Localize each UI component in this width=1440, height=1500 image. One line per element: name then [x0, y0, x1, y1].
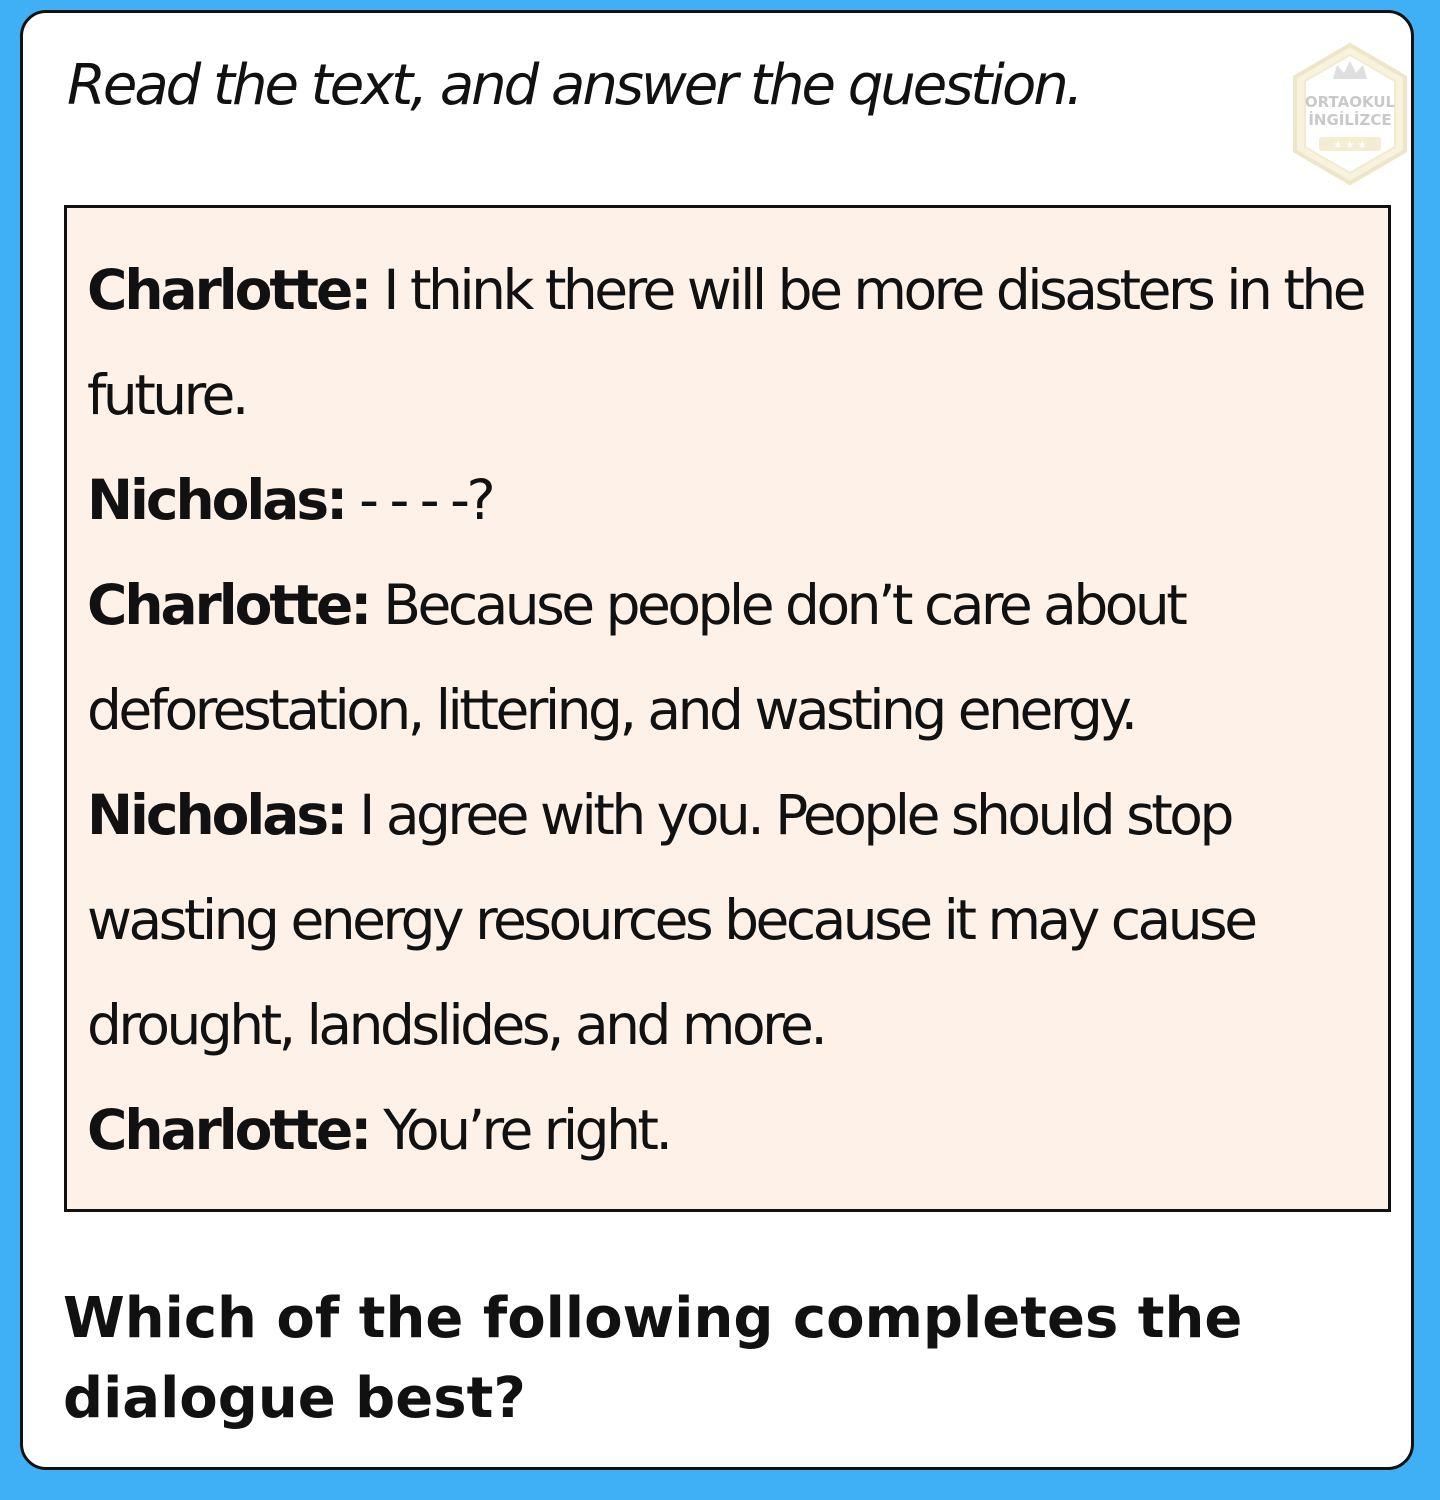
speaker-name: Charlotte:	[87, 258, 372, 322]
speaker-name: Nicholas:	[87, 468, 348, 532]
dialogue-box: Charlotte: I think there will be more di…	[64, 205, 1391, 1212]
dialogue-line-blank: - - - -?	[359, 468, 496, 532]
logo-line-2: İNGİLİZCE	[1308, 111, 1392, 129]
brand-logo: ★ ★ ★ ORTAOKUL İNGİLİZCE	[1289, 41, 1411, 187]
dialogue-turn: Nicholas: I agree with you. People shoul…	[87, 763, 1368, 1078]
speaker-name: Charlotte:	[87, 1098, 372, 1162]
dialogue-turn: Nicholas: - - - -?	[87, 448, 1368, 553]
crown-hexagon-logo-icon: ★ ★ ★	[1293, 42, 1407, 186]
instruction-text: Read the text, and answer the question.	[67, 53, 1083, 118]
question-text: Which of the following completes the dia…	[63, 1286, 1243, 1431]
question-card: Read the text, and answer the question. …	[20, 10, 1414, 1470]
dialogue-turn: Charlotte: You’re right.	[87, 1078, 1368, 1183]
svg-text:★ ★ ★: ★ ★ ★	[1333, 140, 1366, 151]
speaker-name: Nicholas:	[87, 783, 348, 847]
dialogue-line: You’re right.	[383, 1098, 673, 1162]
dialogue-turn: Charlotte: Because people don’t care abo…	[87, 553, 1368, 763]
dialogue-line: I agree with you. People should stop was…	[87, 783, 1258, 1057]
dialogue-line: Because people don’t care about deforest…	[87, 573, 1188, 742]
dialogue-line: I think there will be more disasters in …	[87, 258, 1367, 427]
speaker-name: Charlotte:	[87, 573, 372, 637]
logo-line-1: ORTAOKUL	[1304, 93, 1396, 111]
dialogue-turn: Charlotte: I think there will be more di…	[87, 238, 1368, 448]
